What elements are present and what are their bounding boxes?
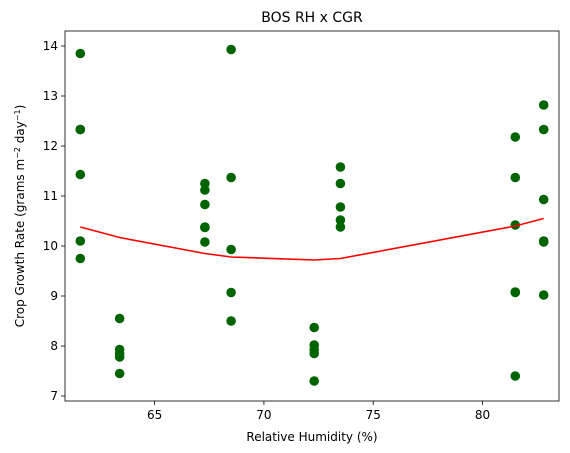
scatter-point xyxy=(226,172,236,183)
y-axis-label-sup-1: −2 xyxy=(13,147,22,159)
scatter-point xyxy=(200,237,210,247)
scatter-point xyxy=(200,185,210,195)
scatter-point xyxy=(75,124,86,135)
scatter-point xyxy=(200,222,210,233)
y-axis-ticks: 7 8 9 10 11 12 13 14 xyxy=(43,39,65,403)
scatter-point xyxy=(538,194,549,205)
y-tick-label: 8 xyxy=(50,339,58,353)
y-axis-label: Crop Growth Rate (grams m−2 day−1) xyxy=(13,105,28,328)
y-tick-label: 14 xyxy=(43,39,58,53)
plot-area xyxy=(75,44,549,386)
y-tick-label: 13 xyxy=(43,89,58,103)
scatter-point xyxy=(538,237,549,247)
scatter-point xyxy=(114,352,125,362)
scatter-point xyxy=(309,322,319,333)
x-tick-label: 70 xyxy=(256,408,271,422)
y-tick-label: 7 xyxy=(50,389,58,403)
scatter-point xyxy=(75,48,86,59)
y-tick-label: 10 xyxy=(43,239,58,253)
scatter-point xyxy=(335,215,346,225)
scatter-point xyxy=(114,313,125,324)
axes-frame xyxy=(64,30,560,402)
x-axis-label: Relative Humidity (%) xyxy=(246,430,377,444)
scatter-point xyxy=(75,236,86,246)
scatter-point xyxy=(226,316,236,326)
scatter-point xyxy=(75,253,86,264)
y-axis-label-end: ) xyxy=(13,105,27,110)
scatter-point xyxy=(114,368,125,379)
scatter-point xyxy=(510,220,521,230)
trend-line xyxy=(80,217,544,261)
scatter-point xyxy=(335,202,346,212)
x-tick-label: 65 xyxy=(147,408,162,422)
scatter-point xyxy=(226,244,236,255)
scatter-point xyxy=(510,371,521,381)
y-axis-label-mid: day xyxy=(13,121,27,147)
scatter-point xyxy=(335,178,346,189)
scatter-point xyxy=(335,222,346,232)
scatter-point xyxy=(510,132,521,142)
scatter-point xyxy=(226,287,236,298)
scatter-point xyxy=(538,124,549,135)
y-axis-label-text: Crop Growth Rate (grams m xyxy=(13,159,27,327)
y-tick-label: 12 xyxy=(43,139,58,153)
scatter-point xyxy=(510,287,521,298)
scatter-point xyxy=(538,290,549,300)
x-tick-label: 80 xyxy=(475,408,490,422)
chart-title: BOS RH x CGR xyxy=(261,10,363,26)
x-tick-label: 75 xyxy=(366,408,381,422)
scatter-point xyxy=(510,172,521,183)
y-tick-label: 9 xyxy=(50,289,58,303)
scatter-point xyxy=(75,169,86,180)
y-axis-label-sup-2: −1 xyxy=(13,109,22,121)
scatter-point xyxy=(309,376,319,386)
scatter-point xyxy=(538,100,549,110)
scatter-point xyxy=(226,44,236,55)
y-tick-label: 11 xyxy=(43,189,58,203)
scatter-point xyxy=(200,199,210,210)
scatter-point xyxy=(309,348,319,359)
scatter-point xyxy=(335,162,346,172)
x-axis-ticks: 65 70 75 80 xyxy=(147,401,490,422)
